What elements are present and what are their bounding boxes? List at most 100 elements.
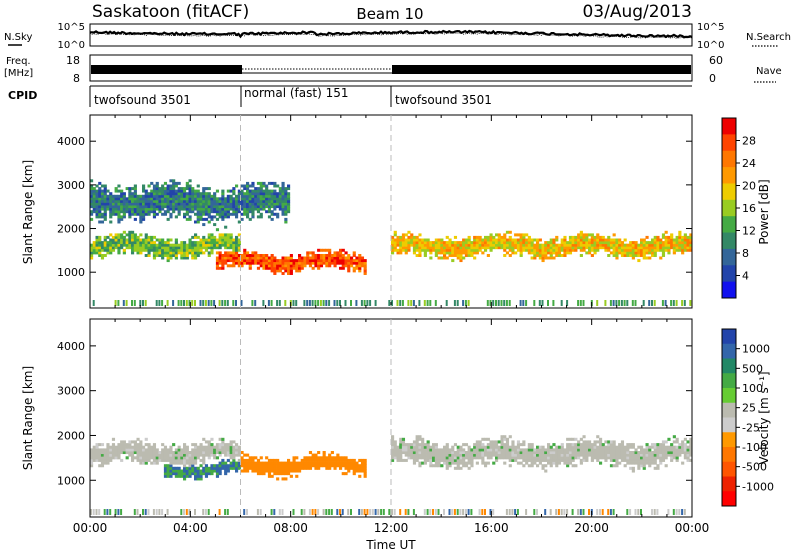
- heatmap-cell: [675, 509, 678, 515]
- heatmap-cell: [421, 461, 425, 465]
- heatmap-cell: [147, 453, 151, 457]
- heatmap-cell: [155, 451, 159, 455]
- heatmap-cell: [166, 451, 170, 455]
- heatmap-cell: [98, 246, 102, 250]
- heatmap-cell: [308, 456, 313, 460]
- heatmap-cell: [191, 466, 195, 470]
- heatmap-cell: [235, 259, 239, 263]
- heatmap-cell: [235, 215, 239, 219]
- heatmap-cell: [109, 212, 113, 216]
- heatmap-cell: [653, 300, 656, 306]
- heatmap-cell: [434, 445, 438, 449]
- heatmap-cell: [544, 246, 548, 250]
- heatmap-cell: [131, 300, 133, 306]
- heatmap-cell: [429, 445, 433, 449]
- colorbar-tick-label: 1000: [742, 343, 770, 356]
- heatmap-cell: [391, 246, 395, 250]
- heatmap-cell: [155, 461, 159, 465]
- heatmap-cell: [429, 243, 433, 247]
- heatmap-cell: [601, 448, 605, 452]
- heatmap-cell: [133, 445, 137, 449]
- heatmap-cell: [251, 181, 255, 185]
- heatmap-cell: [237, 264, 241, 268]
- heatmap-cell: [631, 445, 635, 449]
- heatmap-cell: [106, 197, 110, 201]
- heatmap-cell: [210, 207, 214, 211]
- heatmap-cell: [273, 205, 277, 209]
- heatmap-cell: [163, 472, 168, 476]
- heatmap-cell: [169, 238, 173, 242]
- heatmap-cell: [547, 443, 551, 447]
- heatmap-cell: [136, 194, 140, 198]
- heatmap-cell: [388, 509, 391, 515]
- heatmap-cell: [623, 246, 627, 250]
- heatmap-cell: [246, 189, 250, 193]
- heatmap-cell: [224, 466, 228, 470]
- heatmap-cell: [262, 254, 266, 257]
- heatmap-cell: [232, 202, 236, 206]
- heatmap-cell: [240, 192, 244, 196]
- heatmap-cell: [213, 456, 217, 460]
- heatmap-cell: [500, 238, 504, 242]
- heatmap-cell: [166, 217, 170, 221]
- heatmap-cell: [505, 453, 510, 457]
- heatmap-cell: [607, 509, 610, 515]
- heatmap-cell: [667, 248, 671, 252]
- heatmap-cell: [100, 461, 105, 465]
- heatmap-cell: [152, 194, 157, 198]
- heatmap-cell: [588, 453, 592, 457]
- heatmap-cell: [645, 251, 649, 255]
- heatmap-cell: [404, 453, 408, 457]
- heatmap-cell: [563, 509, 566, 515]
- heatmap-cell: [202, 458, 206, 462]
- heatmap-cell: [191, 461, 195, 465]
- heatmap-cell: [344, 251, 348, 255]
- colorbar-swatch: [722, 373, 736, 389]
- heatmap-cell: [155, 194, 159, 198]
- heatmap-cell: [391, 437, 395, 441]
- heatmap-cell: [133, 238, 137, 242]
- heatmap-cell: [243, 192, 247, 196]
- heatmap-cell: [317, 458, 321, 462]
- heatmap-cell: [391, 235, 395, 239]
- heatmap-cell: [120, 241, 124, 245]
- heatmap-cell: [593, 453, 597, 457]
- heatmap-cell: [284, 205, 288, 209]
- heatmap-cell: [256, 202, 261, 206]
- heatmap-cell: [265, 197, 269, 201]
- heatmap-cell: [527, 456, 531, 460]
- heatmap-cell: [204, 238, 209, 242]
- heatmap-cell: [640, 251, 644, 255]
- heatmap-cell: [281, 202, 285, 206]
- heatmap-cell: [566, 509, 569, 515]
- heatmap-cell: [199, 248, 203, 252]
- heatmap-cell: [486, 235, 490, 239]
- heatmap-cell: [248, 254, 252, 257]
- heatmap-cell: [659, 456, 663, 460]
- heatmap-cell: [664, 451, 668, 455]
- heatmap-cell: [637, 246, 641, 250]
- heatmap-cell: [224, 448, 228, 452]
- heatmap-cell: [191, 443, 195, 447]
- heatmap-cell: [235, 243, 239, 247]
- heatmap-cell: [270, 256, 274, 260]
- heatmap-cell: [664, 246, 668, 250]
- heatmap-cell: [218, 202, 222, 206]
- heatmap-cell: [276, 199, 280, 203]
- heatmap-cell: [221, 233, 225, 237]
- heatmap-cell: [475, 461, 479, 465]
- heatmap-cell: [599, 238, 603, 242]
- heatmap-cell: [661, 448, 666, 452]
- heatmap-cell: [166, 194, 170, 198]
- heatmap-cell: [322, 256, 326, 260]
- heatmap-cell: [525, 509, 528, 515]
- heatmap-cell: [172, 199, 176, 203]
- heatmap-cell: [319, 248, 324, 252]
- heatmap-cell: [618, 456, 622, 460]
- heatmap-cell: [224, 509, 227, 515]
- heatmap-cell: [188, 205, 192, 209]
- heatmap-cell: [248, 256, 252, 260]
- heatmap-cell: [221, 443, 225, 447]
- heatmap-cell: [462, 509, 465, 515]
- heatmap-cell: [448, 509, 451, 515]
